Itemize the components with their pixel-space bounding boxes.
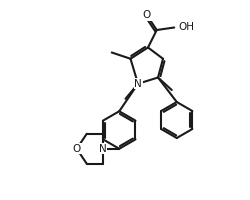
Text: N: N [99, 144, 106, 154]
Text: O: O [72, 144, 80, 154]
Text: O: O [142, 10, 150, 20]
Text: OH: OH [178, 22, 194, 32]
Text: N: N [134, 79, 141, 89]
